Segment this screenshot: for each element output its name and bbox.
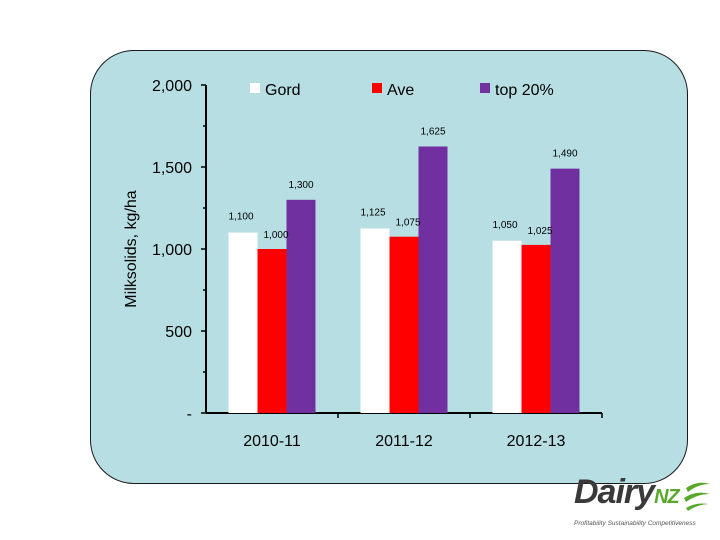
y-tick-label: -: [187, 406, 192, 423]
bar-top20: [418, 146, 448, 413]
logo-wordmark: DairyNZ: [574, 472, 680, 517]
bar-top20: [550, 168, 580, 413]
x-tick-label: 2011-12: [375, 433, 433, 450]
data-label: 1,125: [360, 208, 385, 219]
y-tick-label: 1,000: [152, 242, 192, 259]
y-tick-label: 1,500: [152, 160, 192, 177]
x-tick-label: 2012-13: [507, 433, 566, 450]
legend-swatch: [372, 83, 382, 93]
bar-gord: [360, 228, 390, 413]
data-label: 1,100: [228, 212, 253, 223]
chart-labels: 1,100 1,000 1,300 1,125 1,075 1,625 1,050 1,025…: [228, 127, 577, 242]
y-tick-label: 2,000: [152, 78, 192, 95]
chart-bars: [228, 146, 580, 413]
legend-label: top 20%: [495, 82, 554, 99]
data-label: 1,000: [263, 230, 288, 241]
bar-gord: [228, 232, 258, 413]
dairynz-logo: DairyNZ Profitability Sustainability Com…: [566, 470, 716, 534]
logo-swoosh-icon: [684, 482, 710, 511]
legend-label: Ave: [387, 82, 414, 99]
data-label: 1,490: [552, 149, 577, 160]
legend-swatch: [480, 83, 490, 93]
logo-brand-suffix: NZ: [654, 486, 680, 508]
logo-brand: Dairy: [574, 473, 655, 511]
bar-gord: [492, 240, 522, 413]
bar-top20: [286, 199, 316, 413]
legend-label: Gord: [265, 82, 301, 99]
y-tick-label: 500: [165, 324, 192, 341]
data-label: 1,625: [420, 127, 445, 138]
data-label: 1,300: [288, 180, 313, 191]
bar-ave: [257, 249, 287, 413]
y-axis-title: Milksolids, kg/ha: [123, 190, 140, 307]
bar-ave: [521, 244, 551, 413]
data-label: 1,075: [395, 218, 420, 229]
x-tick-label: 2010-11: [243, 433, 301, 450]
logo-tagline: Profitability Sustainability Competitive…: [574, 520, 696, 527]
data-label: 1,050: [492, 220, 517, 231]
bar-ave: [389, 236, 419, 413]
data-label: 1,025: [527, 226, 552, 237]
legend-swatch: [250, 83, 260, 93]
chart-legend: Gord Ave top 20%: [250, 82, 554, 99]
